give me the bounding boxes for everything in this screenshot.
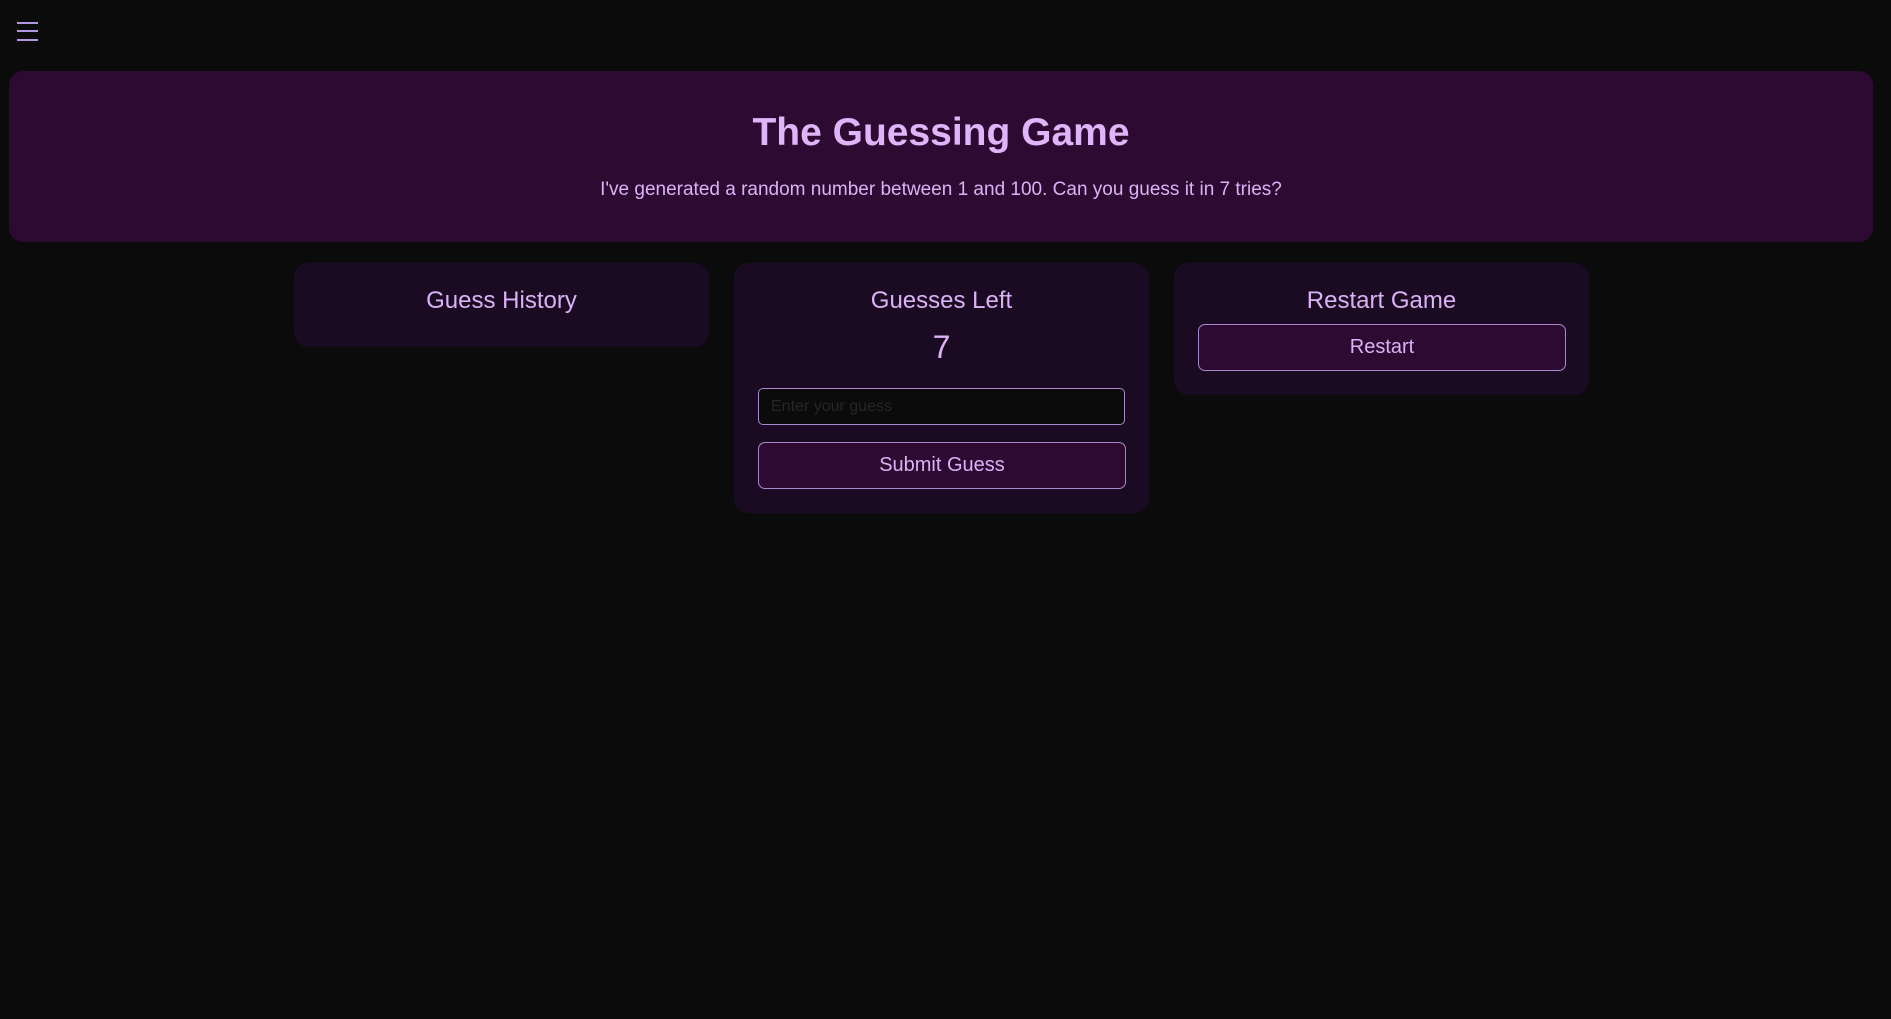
guess-history-title: Guess History bbox=[426, 287, 577, 314]
page-title: The Guessing Game bbox=[752, 111, 1130, 154]
page-subtitle: I've generated a random number between 1… bbox=[600, 179, 1282, 200]
guess-history-card: Guess History bbox=[294, 263, 709, 347]
menu-bar bbox=[17, 22, 38, 24]
restart-button[interactable]: Restart bbox=[1198, 324, 1566, 371]
restart-game-title: Restart Game bbox=[1306, 287, 1457, 314]
menu-bar bbox=[17, 39, 38, 41]
header-banner: The Guessing Game I've generated a rando… bbox=[9, 71, 1873, 242]
guesses-left-title: Guesses Left bbox=[870, 287, 1013, 314]
menu-bar bbox=[17, 30, 38, 32]
guesses-left-count: 7 bbox=[932, 329, 951, 365]
restart-game-card: Restart Game Restart bbox=[1174, 263, 1589, 395]
hamburger-menu-icon[interactable] bbox=[15, 16, 41, 46]
guess-input[interactable] bbox=[758, 388, 1125, 425]
submit-guess-button[interactable]: Submit Guess bbox=[758, 442, 1126, 489]
guesses-left-card: Guesses Left 7 Submit Guess bbox=[734, 263, 1149, 513]
